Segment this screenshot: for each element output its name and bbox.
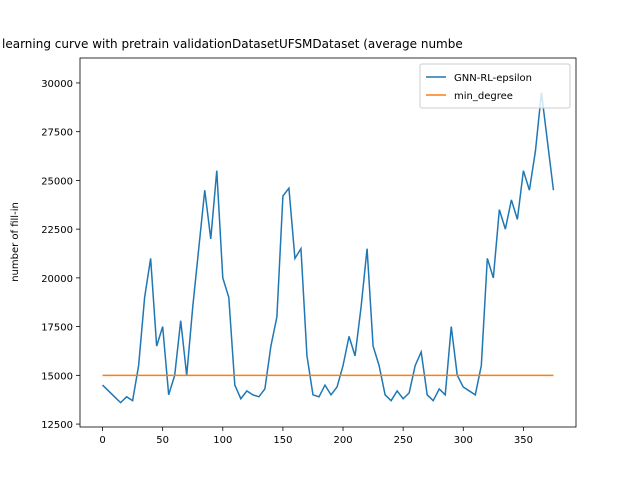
plot-frame (79, 57, 577, 428)
y-tick-label: 25000 (41, 176, 73, 187)
x-tick-label: 350 (514, 435, 533, 446)
y-tick-label: 15000 (41, 371, 73, 382)
x-tick-label: 300 (454, 435, 473, 446)
y-tick-label: 27500 (41, 128, 73, 139)
x-tick-label: 150 (273, 435, 292, 446)
x-tick-label: 250 (394, 435, 413, 446)
line (102, 92, 555, 404)
legend-box (419, 63, 571, 109)
y-tick-label: 17500 (41, 323, 73, 334)
chart-title: learning curve with pretrain validationD… (2, 37, 463, 51)
y-tick-label: 12500 (41, 420, 73, 431)
x-tick-label: 100 (213, 435, 232, 446)
x-tick-label: 0 (99, 435, 105, 446)
x-tick-label: 200 (333, 435, 352, 446)
x-tick-label: 50 (156, 435, 169, 446)
y-tick-label: 22500 (41, 225, 73, 236)
y-tick-label: 20000 (41, 274, 73, 285)
legend-label: GNN-RL-epsilon (454, 73, 532, 84)
y-axis-label: number of fill-in (10, 202, 21, 282)
legend-label: min_degree (454, 91, 513, 102)
y-tick-label: 30000 (41, 79, 73, 90)
